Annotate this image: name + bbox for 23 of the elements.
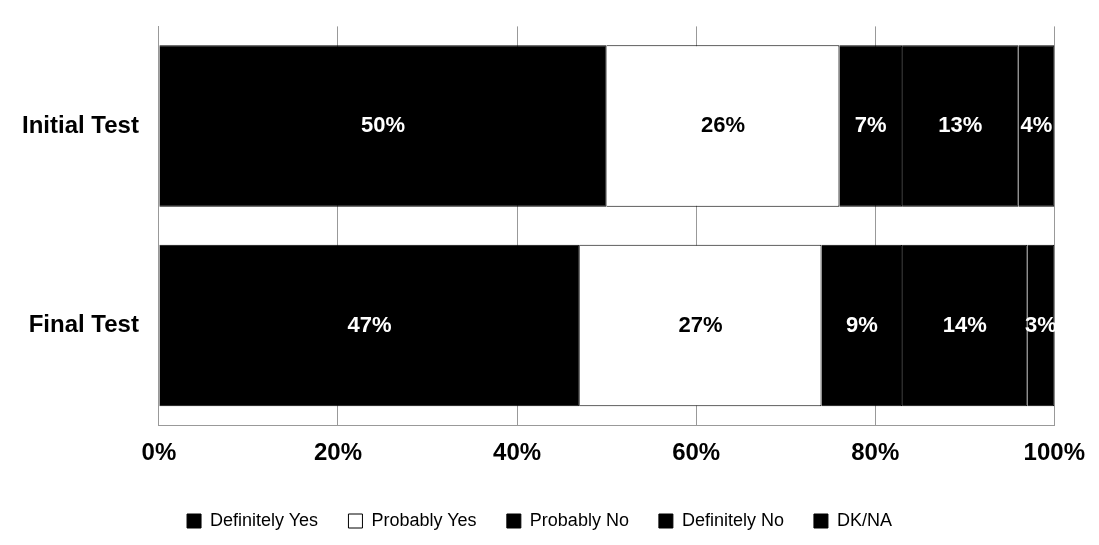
data-label: 9% — [845, 311, 878, 337]
legend-label: Probably Yes — [371, 509, 477, 530]
legend-label: DK/NA — [836, 509, 892, 530]
legend-label: Definitely Yes — [210, 509, 319, 530]
x-tick-label: 60% — [672, 438, 721, 466]
data-label: 27% — [678, 311, 723, 337]
x-tick-label: 0% — [141, 438, 177, 466]
data-label: 50% — [360, 112, 406, 138]
legend-label: Probably No — [529, 509, 629, 530]
data-label: 47% — [347, 311, 392, 337]
bar — [1018, 45, 1055, 207]
data-label: 14% — [942, 311, 987, 337]
x-tick-label: 20% — [313, 438, 363, 466]
data-label: 13% — [938, 112, 983, 138]
legend-label: Definitely No — [681, 509, 784, 530]
y-tick-label: Final Test — [28, 310, 139, 338]
x-tick-label: 40% — [493, 438, 542, 466]
y-tick-label: Initial Test — [22, 110, 139, 138]
data-label: 26% — [700, 112, 746, 138]
x-tick-label: 100% — [1023, 438, 1085, 466]
data-label: 7% — [854, 112, 887, 138]
x-tick-label: 80% — [851, 438, 900, 466]
data-label: 4% — [1020, 112, 1053, 138]
